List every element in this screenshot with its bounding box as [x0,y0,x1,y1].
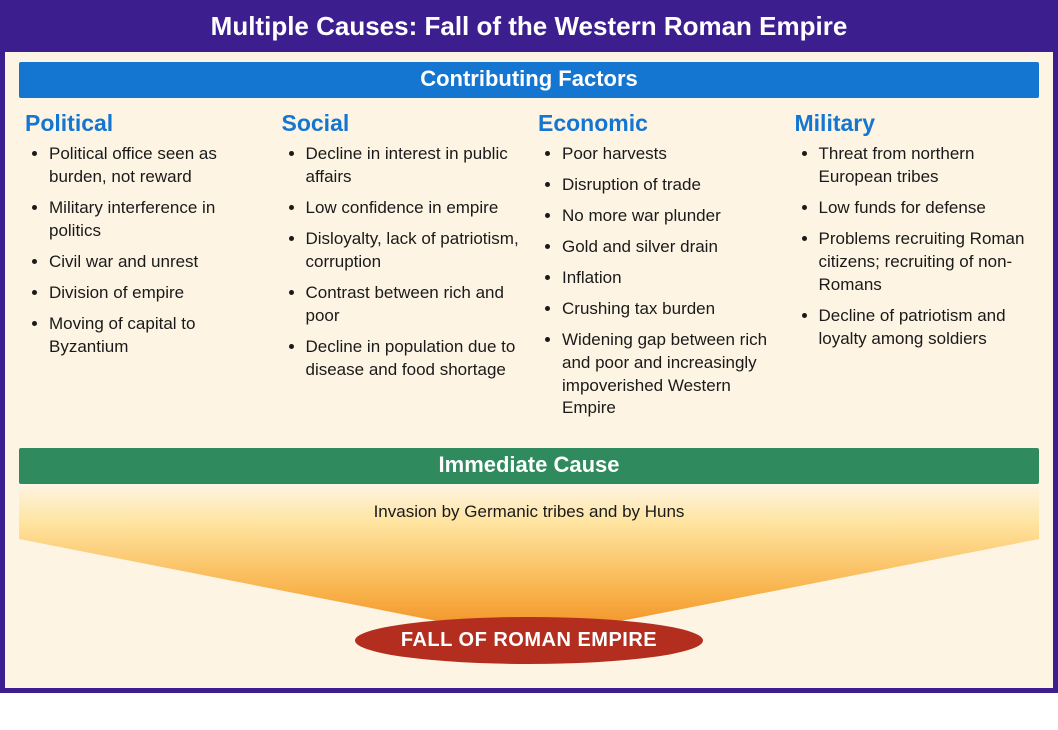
list-item: Problems recruiting Roman citizens; recr… [819,228,1034,297]
main-title: Multiple Causes: Fall of the Western Rom… [5,5,1053,52]
column-list: Decline in interest in public affairs Lo… [282,143,521,381]
column-title: Political [25,110,264,137]
column-list: Political office seen as burden, not rew… [25,143,264,359]
list-item: Poor harvests [562,143,777,166]
factors-columns: Political Political office seen as burde… [19,98,1039,438]
immediate-cause-text: Invasion by Germanic tribes and by Huns [19,502,1039,522]
list-item: Threat from northern European tribes [819,143,1034,189]
column-title: Military [795,110,1034,137]
column-social: Social Decline in interest in public aff… [282,110,521,428]
column-list: Threat from northern European tribes Low… [795,143,1034,351]
column-political: Political Political office seen as burde… [25,110,264,428]
list-item: Disruption of trade [562,174,777,197]
column-title: Social [282,110,521,137]
list-item: Decline in population due to disease and… [306,336,521,382]
list-item: Disloyalty, lack of patriotism, corrupti… [306,228,521,274]
list-item: Widening gap between rich and poor and i… [562,329,777,421]
list-item: Military interference in politics [49,197,264,243]
list-item: Moving of capital to Byzantium [49,313,264,359]
column-economic: Economic Poor harvests Disruption of tra… [538,110,777,428]
list-item: Gold and silver drain [562,236,777,259]
list-item: Decline of patriotism and loyalty among … [819,305,1034,351]
immediate-cause-header: Immediate Cause [19,448,1039,484]
funnel-area: Invasion by Germanic tribes and by Huns … [19,484,1039,664]
list-item: Low confidence in empire [306,197,521,220]
result-wrap: FALL OF ROMAN EMPIRE [19,617,1039,664]
list-item: Division of empire [49,282,264,305]
list-item: No more war plunder [562,205,777,228]
list-item: Civil war and unrest [49,251,264,274]
column-military: Military Threat from northern European t… [795,110,1034,428]
content-area: Contributing Factors Political Political… [5,52,1053,688]
infographic-root: Multiple Causes: Fall of the Western Rom… [0,0,1058,693]
column-title: Economic [538,110,777,137]
list-item: Low funds for defense [819,197,1034,220]
list-item: Political office seen as burden, not rew… [49,143,264,189]
contributing-factors-header: Contributing Factors [19,62,1039,98]
list-item: Crushing tax burden [562,298,777,321]
list-item: Inflation [562,267,777,290]
column-list: Poor harvests Disruption of trade No mor… [538,143,777,420]
result-oval: FALL OF ROMAN EMPIRE [355,617,703,664]
list-item: Decline in interest in public affairs [306,143,521,189]
list-item: Contrast between rich and poor [306,282,521,328]
